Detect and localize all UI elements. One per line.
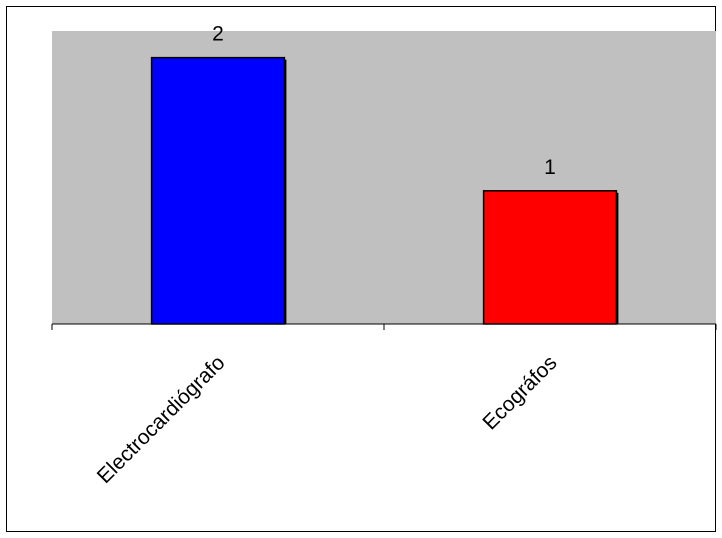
data-label: 1: [544, 156, 556, 179]
x-tick-label: Ecográfos: [478, 351, 561, 434]
bar-ecografos: [482, 190, 618, 325]
bar-electrocardiografo: [150, 56, 286, 325]
x-tick-label: Electrocardiógrafo: [93, 351, 230, 488]
data-label: 2: [212, 23, 224, 46]
